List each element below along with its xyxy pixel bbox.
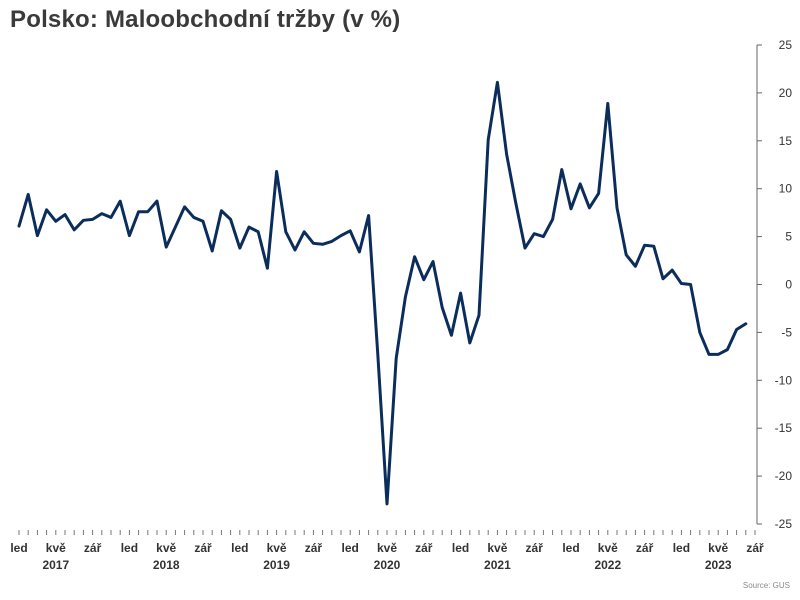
x-year-label: 2022	[594, 558, 621, 572]
x-month-label: zář	[415, 541, 433, 555]
x-month-label: kvě	[598, 541, 618, 555]
x-month-label: led	[342, 541, 359, 555]
y-tick-label: -20	[775, 469, 793, 483]
x-month-label: led	[452, 541, 469, 555]
x-month-label: zář	[194, 541, 212, 555]
x-year-label: 2021	[484, 558, 511, 572]
y-tick-label: 20	[779, 86, 793, 100]
y-tick-label: 25	[779, 38, 793, 52]
y-tick-label: 5	[785, 230, 792, 244]
chart-title: Polsko: Maloobchodní tržby (v %)	[10, 6, 401, 33]
x-year-label: 2019	[263, 558, 290, 572]
source-note: Source: GUS	[742, 581, 790, 590]
x-month-label: zář	[746, 541, 764, 555]
y-tick-label: -10	[775, 373, 793, 387]
x-month-label: kvě	[487, 541, 507, 555]
x-month-label: led	[231, 541, 248, 555]
y-tick-label: -15	[775, 421, 793, 435]
x-year-label: 2023	[705, 558, 732, 572]
y-tick-label: -5	[781, 325, 792, 339]
axes-layer: 25 20 15 10 5 0 -5 -10 -15 -20 -25 led kvě zář led kvě z…	[10, 38, 792, 572]
y-tick-label: 0	[785, 278, 792, 292]
x-month-label: led	[121, 541, 138, 555]
x-year-label: 2020	[374, 558, 401, 572]
x-month-label: zář	[636, 541, 654, 555]
series-line	[17, 80, 748, 506]
x-month-label: kvě	[156, 541, 176, 555]
y-tick-label: 10	[779, 182, 793, 196]
x-month-label: kvě	[46, 541, 66, 555]
x-year-label: 2017	[42, 558, 69, 572]
x-year-label: 2018	[153, 558, 180, 572]
series-layer	[17, 80, 748, 506]
x-month-label: zář	[526, 541, 544, 555]
x-month-label: led	[673, 541, 690, 555]
x-month-label: zář	[84, 541, 102, 555]
x-month-label: led	[562, 541, 579, 555]
x-month-label: kvě	[267, 541, 287, 555]
x-month-label: led	[10, 541, 27, 555]
x-month-label: kvě	[708, 541, 728, 555]
x-month-label: kvě	[377, 541, 397, 555]
y-tick-label: -25	[775, 517, 793, 531]
y-tick-label: 15	[779, 134, 793, 148]
x-month-label: zář	[305, 541, 323, 555]
